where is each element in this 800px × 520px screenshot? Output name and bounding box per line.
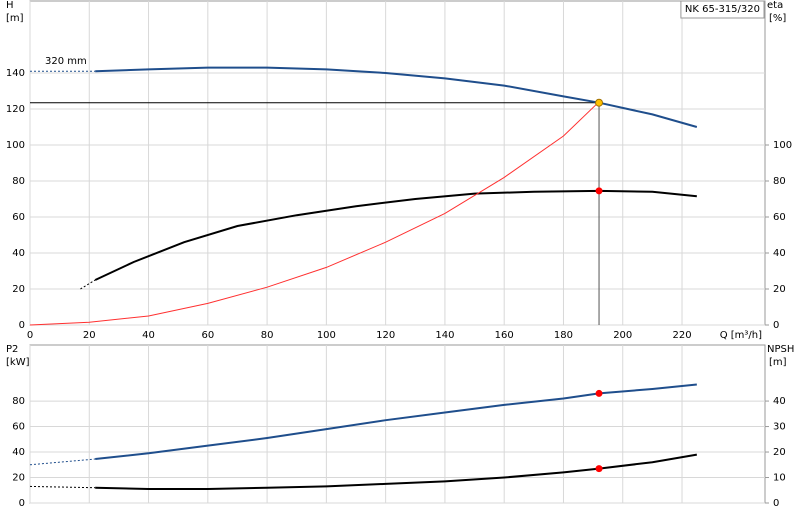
y2-axis-label: NPSH <box>767 344 794 355</box>
x-tick-label: 220 <box>672 330 691 341</box>
y2-tick-label: 60 <box>773 212 786 223</box>
plot-frame <box>29 344 766 504</box>
plot-frame <box>29 0 766 326</box>
series-line <box>29 485 96 489</box>
y-tick-label: 60 <box>12 422 25 433</box>
series-label: 320 mm <box>45 56 87 67</box>
x-tick-label: 120 <box>376 330 395 341</box>
y2-tick-label: 20 <box>773 447 786 458</box>
y-tick-label: 80 <box>12 396 25 407</box>
series-line <box>95 453 698 490</box>
y-tick-label: 0 <box>19 320 25 331</box>
x-tick-label: 20 <box>83 330 96 341</box>
chart-title: NK 65-315/320 <box>685 4 760 15</box>
operating-point <box>595 389 603 397</box>
series-line <box>29 101 600 326</box>
y-tick-label: 120 <box>6 104 25 115</box>
y-tick-label: 100 <box>6 140 25 151</box>
y-tick-label: 40 <box>12 248 25 259</box>
y2-tick-label: 0 <box>773 498 779 509</box>
operating-point <box>595 465 603 473</box>
y-axis-label: [kW] <box>6 357 30 368</box>
operating-point <box>595 98 604 107</box>
y-tick-label: 60 <box>12 212 25 223</box>
y2-axis-label: eta <box>767 0 783 11</box>
y2-tick-label: 100 <box>773 140 792 151</box>
y-tick-label: 20 <box>12 284 25 295</box>
y2-tick-label: 30 <box>773 422 786 433</box>
x-tick-label: 60 <box>201 330 214 341</box>
title-box <box>680 0 765 19</box>
x-tick-label: 160 <box>495 330 514 341</box>
x-tick-label: 0 <box>27 330 33 341</box>
y2-tick-label: 40 <box>773 248 786 259</box>
x-axis-label: Q [m³/h] <box>720 330 762 341</box>
y2-tick-label: 80 <box>773 176 786 187</box>
y2-tick-label: 40 <box>773 396 786 407</box>
y2-tick-label: 20 <box>773 284 786 295</box>
x-tick-label: 140 <box>435 330 454 341</box>
y-tick-label: 140 <box>6 68 25 79</box>
x-tick-label: 180 <box>554 330 573 341</box>
y2-tick-label: 0 <box>773 320 779 331</box>
series-line <box>80 279 96 290</box>
operating-point <box>595 187 603 195</box>
y-tick-label: 0 <box>19 498 25 509</box>
y2-axis-label: [m] <box>769 357 787 368</box>
x-tick-label: 100 <box>317 330 336 341</box>
x-tick-label: 40 <box>142 330 155 341</box>
x-tick-label: 80 <box>261 330 274 341</box>
y-axis-label: P2 <box>6 344 18 355</box>
x-tick-label: 200 <box>613 330 632 341</box>
series-line <box>95 383 697 461</box>
y-axis-label: H <box>6 0 14 11</box>
y-tick-label: 80 <box>12 176 25 187</box>
series-line <box>95 66 698 128</box>
y2-tick-label: 10 <box>773 473 786 484</box>
y-tick-label: 40 <box>12 447 25 458</box>
series-line <box>29 458 96 466</box>
y2-axis-label: [%] <box>769 13 786 24</box>
y-tick-label: 20 <box>12 473 25 484</box>
y-axis-label: [m] <box>6 13 24 24</box>
series-line <box>94 189 697 281</box>
